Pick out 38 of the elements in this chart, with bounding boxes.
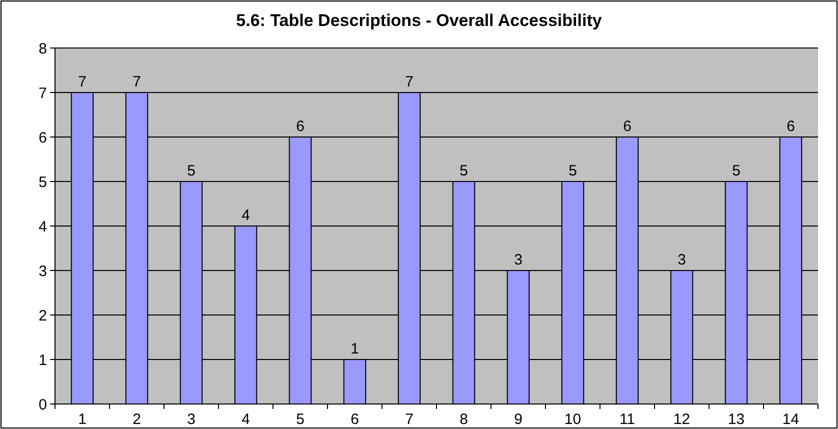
- data-label: 5: [460, 162, 468, 180]
- x-tick-label: 4: [242, 411, 250, 428]
- y-tick-label: 5: [38, 174, 47, 191]
- y-tick-label: 7: [38, 84, 47, 102]
- data-label: 1: [350, 340, 359, 358]
- data-label: 5: [568, 162, 577, 180]
- data-label: 5: [187, 162, 196, 180]
- data-label: 6: [623, 118, 632, 135]
- x-tick-label: 12: [673, 411, 690, 428]
- x-tick-label: 6: [350, 411, 359, 428]
- y-tick-label: 4: [38, 218, 47, 236]
- x-tick-label: 1: [78, 411, 86, 428]
- y-tick-label: 0: [38, 396, 47, 414]
- data-label: 5: [732, 162, 740, 180]
- x-tick-label: 7: [405, 411, 414, 428]
- x-tick-label: 8: [460, 411, 468, 428]
- y-tick-label: 3: [38, 262, 47, 280]
- x-tick-label: 10: [564, 411, 582, 428]
- data-label: 3: [514, 252, 522, 268]
- data-label: 7: [405, 74, 414, 90]
- data-label: 7: [132, 74, 141, 90]
- x-tick-label: 13: [728, 411, 745, 428]
- x-tick-label: 14: [782, 411, 800, 428]
- x-tick-label: 5: [296, 411, 304, 428]
- data-label: 6: [786, 118, 795, 135]
- data-label: 3: [678, 252, 686, 268]
- y-tick-label: 2: [38, 307, 47, 324]
- x-tick-label: 9: [514, 411, 522, 428]
- x-tick-label: 3: [187, 411, 196, 428]
- y-tick-label: 8: [38, 40, 47, 58]
- y-tick-label: 1: [38, 352, 47, 369]
- y-tick-label: 6: [38, 129, 47, 146]
- x-tick-label: 2: [132, 411, 141, 428]
- x-tick-label: 11: [619, 411, 636, 428]
- data-label: 4: [242, 207, 250, 224]
- data-label: 7: [78, 74, 86, 90]
- chart-title: 5.6: Table Descriptions - Overall Accessibility: [236, 11, 602, 30]
- data-label: 6: [296, 118, 304, 135]
